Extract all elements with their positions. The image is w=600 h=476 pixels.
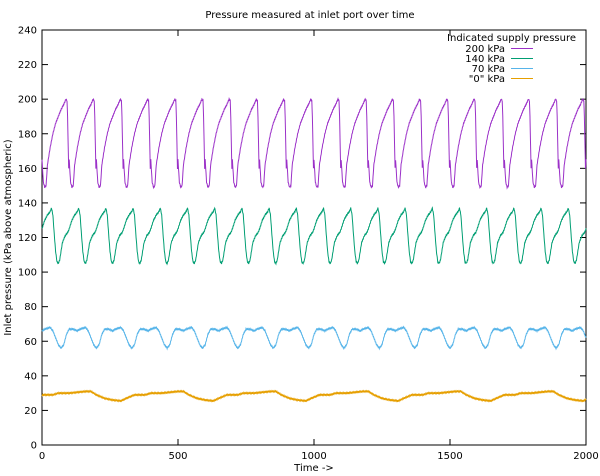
y-tick-label: 0 <box>31 441 37 452</box>
x-tick-label: 0 <box>39 451 45 462</box>
y-tick-label: 100 <box>18 268 37 279</box>
legend-entry-label: 140 kPa <box>465 54 505 65</box>
series-line <box>41 206 587 266</box>
plot-frame <box>41 29 587 446</box>
y-tick-label: 80 <box>24 302 37 313</box>
series-line <box>41 96 587 190</box>
y-tick-label: 60 <box>24 337 37 348</box>
y-tick-label: 180 <box>18 129 37 140</box>
chart-title: Pressure measured at inlet port over tim… <box>205 10 414 21</box>
series-line <box>41 325 587 351</box>
series-lines <box>41 96 587 403</box>
y-tick-label: 200 <box>18 95 37 106</box>
legend-entry-label: "0" kPa <box>469 74 505 85</box>
series-line <box>41 389 587 403</box>
y-axis-label: Inlet pressure (kPa above atmospheric) <box>3 139 14 335</box>
x-tick-label: 500 <box>168 451 187 462</box>
y-tick-label: 240 <box>18 26 37 37</box>
legend-entry-label: 70 kPa <box>472 64 505 75</box>
x-axis-label: Time -> <box>293 463 334 474</box>
x-tick-label: 1000 <box>301 451 326 462</box>
x-tick-label: 1500 <box>437 451 462 462</box>
legend-title: Indicated supply pressure <box>447 33 576 44</box>
y-tick-label: 120 <box>18 233 37 244</box>
axis-ticks <box>41 29 587 446</box>
axis-tick-labels: 0 20 40 60 80 100 120 140 160 180 200 220 240 0 500 100… <box>18 26 599 463</box>
y-tick-label: 20 <box>24 406 37 417</box>
y-tick-label: 40 <box>24 371 37 382</box>
x-tick-label: 2000 <box>573 451 598 462</box>
legend-entry-label: 200 kPa <box>465 44 505 55</box>
y-tick-label: 140 <box>18 198 37 209</box>
y-tick-label: 160 <box>18 164 37 175</box>
y-tick-label: 220 <box>18 60 37 71</box>
